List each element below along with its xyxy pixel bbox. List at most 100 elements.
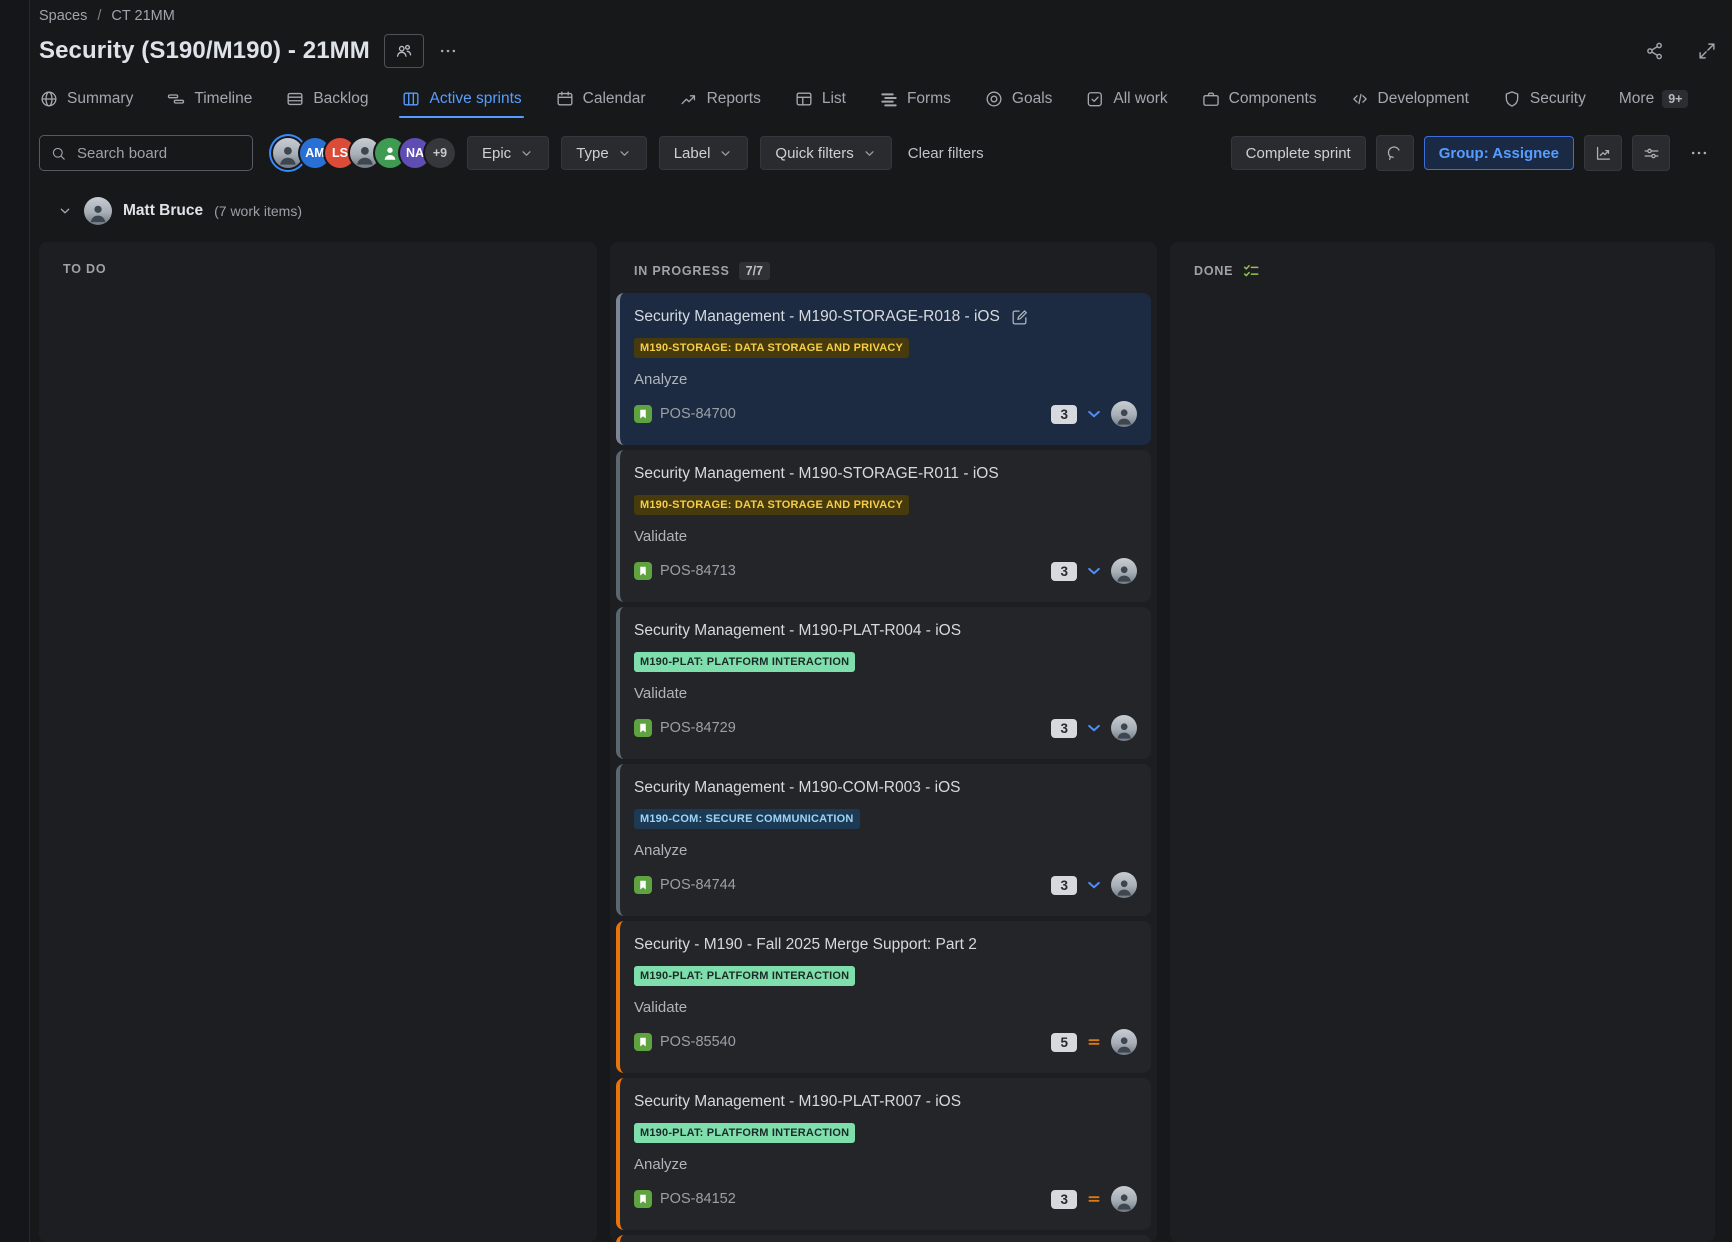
edit-icon[interactable] [1010,308,1029,327]
tab-calendar[interactable]: Calendar [555,80,646,118]
title-more-button[interactable] [438,41,458,61]
share-icon[interactable] [1644,40,1666,62]
epic-filter-button[interactable]: Epic [467,136,550,170]
tab-forms[interactable]: Forms [879,80,951,118]
assignee-avatar[interactable] [1111,558,1137,584]
tab-components[interactable]: Components [1201,80,1317,118]
toolbar-more-button[interactable] [1680,135,1718,171]
components-icon [1201,89,1221,109]
tab-label: Summary [67,90,134,107]
column-count-badge: 7/7 [738,262,771,280]
card-pos-85540[interactable]: Security - M190 - Fall 2025 Merge Suppor… [616,921,1151,1073]
view-settings-icon [1642,144,1661,163]
card-pos-84744[interactable]: Security Management - M190-COM-R003 - iO… [616,764,1151,916]
tab-summary[interactable]: Summary [39,80,133,118]
type-filter-button[interactable]: Type [561,136,647,170]
avatar-overflow-count[interactable]: +9 [425,138,455,168]
assignee-avatar[interactable] [1111,401,1137,427]
chevron-down-icon [862,146,877,161]
card-title: Security Management - M190-STORAGE-R011 … [634,465,999,482]
assignee-avatar[interactable] [1111,1029,1137,1055]
assignee-avatar[interactable] [1111,1186,1137,1212]
epic-label-badge[interactable]: M190-STORAGE: DATA STORAGE AND PRIVACY [634,495,910,515]
group-name: Matt Bruce [123,202,204,219]
story-type-icon [634,405,652,423]
tab-backlog[interactable]: Backlog [285,80,368,118]
priority-medium-icon [1085,1033,1103,1051]
tab-label: More [1618,90,1655,107]
card-pos-84152[interactable]: Security Management - M190-PLAT-R007 - i… [616,1078,1151,1230]
epic-label-badge[interactable]: M190-COM: SECURE COMMUNICATION [634,809,860,829]
goals-icon [984,89,1004,109]
all-work-icon [1085,89,1105,109]
label-filter-button[interactable]: Label [658,136,749,170]
insights-button[interactable] [1584,135,1622,171]
epic-label-badge[interactable]: M190-PLAT: PLATFORM INTERACTION [634,652,856,672]
breadcrumb-item-ct-21mm[interactable]: CT 21MM [111,8,175,24]
tab-label: Timeline [194,90,253,107]
tab-goals[interactable]: Goals [984,80,1052,118]
assignee-avatar[interactable] [1111,715,1137,741]
complete-sprint-button[interactable]: Complete sprint [1230,136,1366,170]
tab-development[interactable]: Development [1350,80,1469,118]
epic-label-badge[interactable]: M190-PLAT: PLATFORM INTERACTION [634,966,856,986]
card-title: Security Management - M190-PLAT-R004 - i… [634,622,962,639]
card-status: Analyze [634,371,688,388]
search-board-field[interactable] [39,135,253,171]
estimate-badge: 3 [1051,404,1077,424]
quick-filters-filter-button[interactable]: Quick filters [760,136,892,170]
group-by-assignee-button[interactable]: Group: Assignee [1423,136,1574,170]
avatar-ls[interactable]: LS [325,138,355,168]
issue-key: POS-84700 [660,406,736,422]
epic-label-badge[interactable]: M190-PLAT: PLATFORM INTERACTION [634,1123,856,1143]
card-pos-84713[interactable]: Security Management - M190-STORAGE-R011 … [616,450,1151,602]
avatar-photo[interactable] [350,138,380,168]
column-title: DONE [1194,264,1234,278]
tab-bar: Summary Timeline Backlog Active sprints Cale… [39,80,1732,118]
card-footer: POS-85540 5 [634,1029,1137,1055]
board-icon [401,89,421,109]
issue-key: POS-84713 [660,563,736,579]
tab-more[interactable]: More 9+ [1619,80,1689,118]
card-title: Security Management - M190-COM-R003 - iO… [634,779,961,796]
issue-key: POS-84152 [660,1191,736,1207]
expand-icon[interactable] [1696,40,1718,62]
card-list [39,289,597,295]
tab-active-sprints[interactable]: Active sprints [399,80,524,118]
assignee-avatar[interactable] [1111,872,1137,898]
feedback-loop-button[interactable] [1375,135,1414,171]
avatar-photo[interactable] [273,138,303,168]
tab-label: Development [1377,90,1469,107]
card-status: Validate [634,528,688,545]
tab-timeline[interactable]: Timeline [166,80,252,118]
shield-icon [1502,89,1522,109]
epic-label-badge[interactable]: M190-STORAGE: DATA STORAGE AND PRIVACY [634,338,910,358]
clear-filters-button[interactable]: Clear filters [904,145,988,162]
avatar-am[interactable]: AM [300,138,330,168]
tab-reports[interactable]: Reports [679,80,761,118]
column-in-progress: IN PROGRESS 7/7 Security Management - M190… [610,242,1157,1242]
assignee-group-header[interactable]: Matt Bruce (7 work items) [39,196,1732,226]
team-members-button[interactable] [383,34,424,68]
chevron-down-icon [617,146,632,161]
tab-label: Security [1529,90,1586,107]
tab-list[interactable]: List [794,80,846,118]
card-pos-84700[interactable]: Security Management - M190-STORAGE-R018 … [616,293,1151,445]
estimate-badge: 5 [1051,1032,1077,1052]
card-partial[interactable] [616,1235,1151,1242]
card-pos-84729[interactable]: Security Management - M190-PLAT-R004 - i… [616,607,1151,759]
story-type-icon [634,1190,652,1208]
search-input[interactable] [75,143,242,163]
issue-key: POS-84729 [660,720,736,736]
tab-all-work[interactable]: All work [1085,80,1168,118]
priority-low-icon [1085,876,1103,894]
estimate-badge: 3 [1051,1189,1077,1209]
tab-label: Forms [906,90,951,107]
window-actions [1644,40,1718,62]
view-settings-button[interactable] [1632,135,1670,171]
breadcrumb-item-spaces[interactable]: Spaces [39,8,88,24]
tab-security[interactable]: Security [1502,80,1586,118]
chevron-down-icon[interactable] [57,203,73,219]
search-icon [50,145,67,162]
